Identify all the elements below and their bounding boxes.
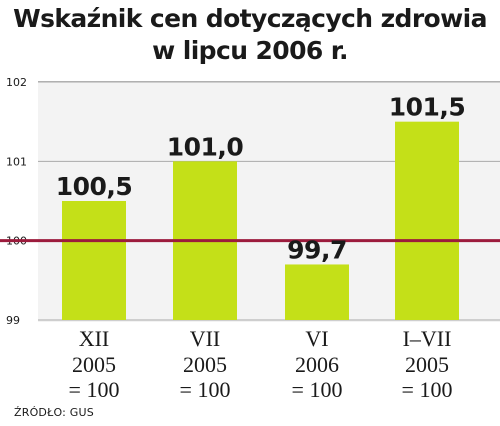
x-tick-label: = 100 <box>292 377 343 402</box>
bar <box>62 201 126 320</box>
x-tick-label: XII <box>79 326 110 351</box>
x-tick-label: 2005 <box>183 352 227 377</box>
data-label: 100,5 <box>56 172 133 201</box>
y-tick-label: 102 <box>6 76 27 89</box>
y-tick-label: 101 <box>6 155 27 168</box>
x-tick-label: = 100 <box>180 377 231 402</box>
bar <box>395 121 459 321</box>
data-label: 101,5 <box>389 93 466 122</box>
bar <box>285 264 349 320</box>
x-tick-label: 2005 <box>405 352 449 377</box>
x-tick-label: I–VII <box>403 326 452 351</box>
x-tick-label: VI <box>305 326 328 351</box>
x-tick-label: 2006 <box>295 352 339 377</box>
x-tick-label: VII <box>190 326 221 351</box>
x-tick-label: = 100 <box>402 377 453 402</box>
data-label: 101,0 <box>167 132 244 161</box>
chart-title-line-1: Wskaźnik cen dotyczących zdrowia <box>13 4 487 33</box>
x-tick-label: = 100 <box>69 377 120 402</box>
chart-title-line-2: w lipcu 2006 r. <box>152 36 348 65</box>
data-label: 99,7 <box>287 235 347 264</box>
x-tick-label: 2005 <box>72 352 116 377</box>
y-tick-label: 99 <box>6 314 20 327</box>
source-note: ŹRÓDŁO: GUS <box>14 406 94 419</box>
